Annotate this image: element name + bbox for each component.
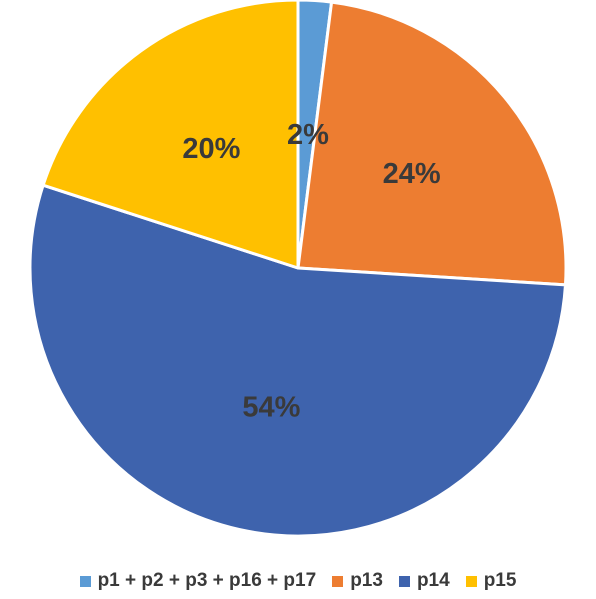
- pie-slice-p14: [28, 183, 567, 538]
- data-label-p15: 20%: [182, 133, 240, 165]
- legend-swatch: [398, 575, 410, 587]
- pie-slice-p13: [296, 0, 568, 287]
- legend-item-p15: p15: [465, 570, 517, 592]
- legend-item-p13: p13: [332, 570, 383, 592]
- legend-swatch: [332, 575, 344, 587]
- legend-swatch: [465, 575, 477, 587]
- data-label-p13: 24%: [383, 158, 441, 190]
- legend-label: p14: [416, 570, 450, 591]
- legend-item-p1-p2-p3-p16-p17: p1 + p2 + p3 + p16 + p17: [79, 570, 317, 592]
- data-label-p1-p2-p3-p16-p17: 2%: [287, 119, 329, 151]
- pie-slice-p15: [41, 0, 300, 270]
- legend-swatch: [79, 575, 91, 587]
- legend-label: p15: [483, 570, 517, 591]
- chart-legend: p1 + p2 + p3 + p16 + p17 p13 p14 p15: [0, 566, 596, 596]
- pie-chart: 2% 24% 54% 20%: [28, 0, 568, 538]
- legend-label: p1 + p2 + p3 + p16 + p17: [97, 570, 317, 591]
- legend-label: p13: [350, 570, 383, 591]
- data-label-p14: 54%: [242, 392, 300, 424]
- legend-item-p14: p14: [398, 570, 450, 592]
